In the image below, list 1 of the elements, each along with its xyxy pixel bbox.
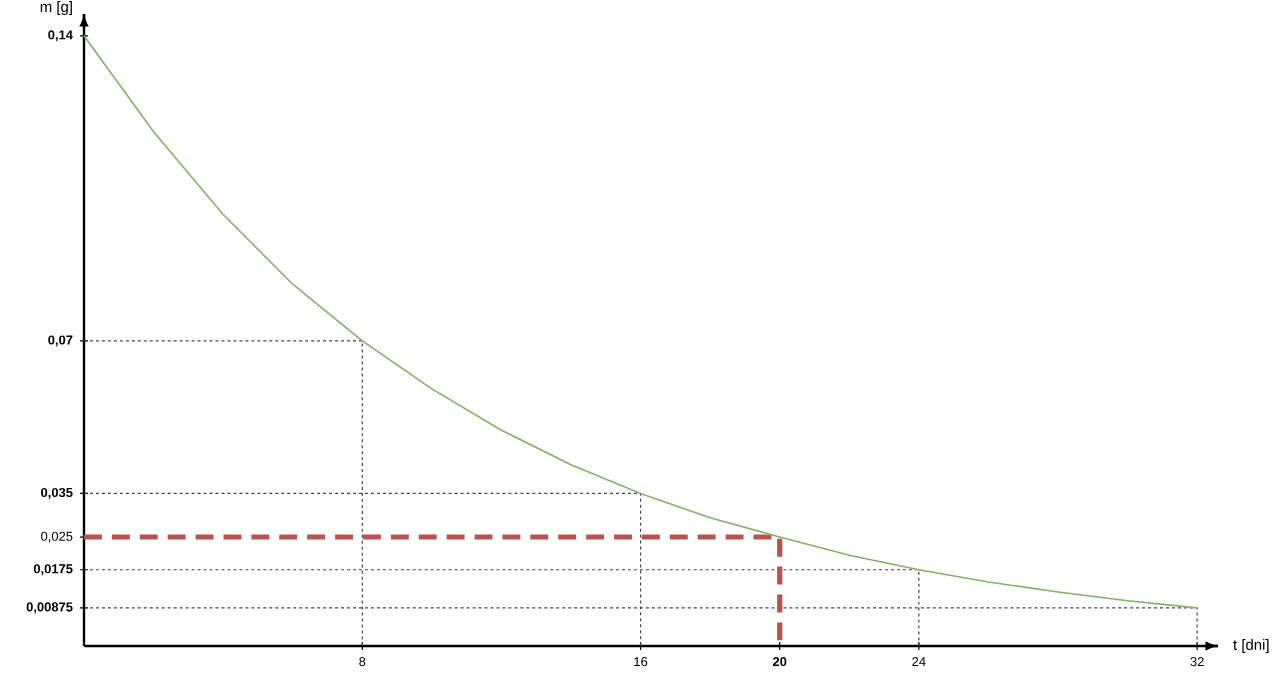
line-series bbox=[83, 34, 1198, 609]
